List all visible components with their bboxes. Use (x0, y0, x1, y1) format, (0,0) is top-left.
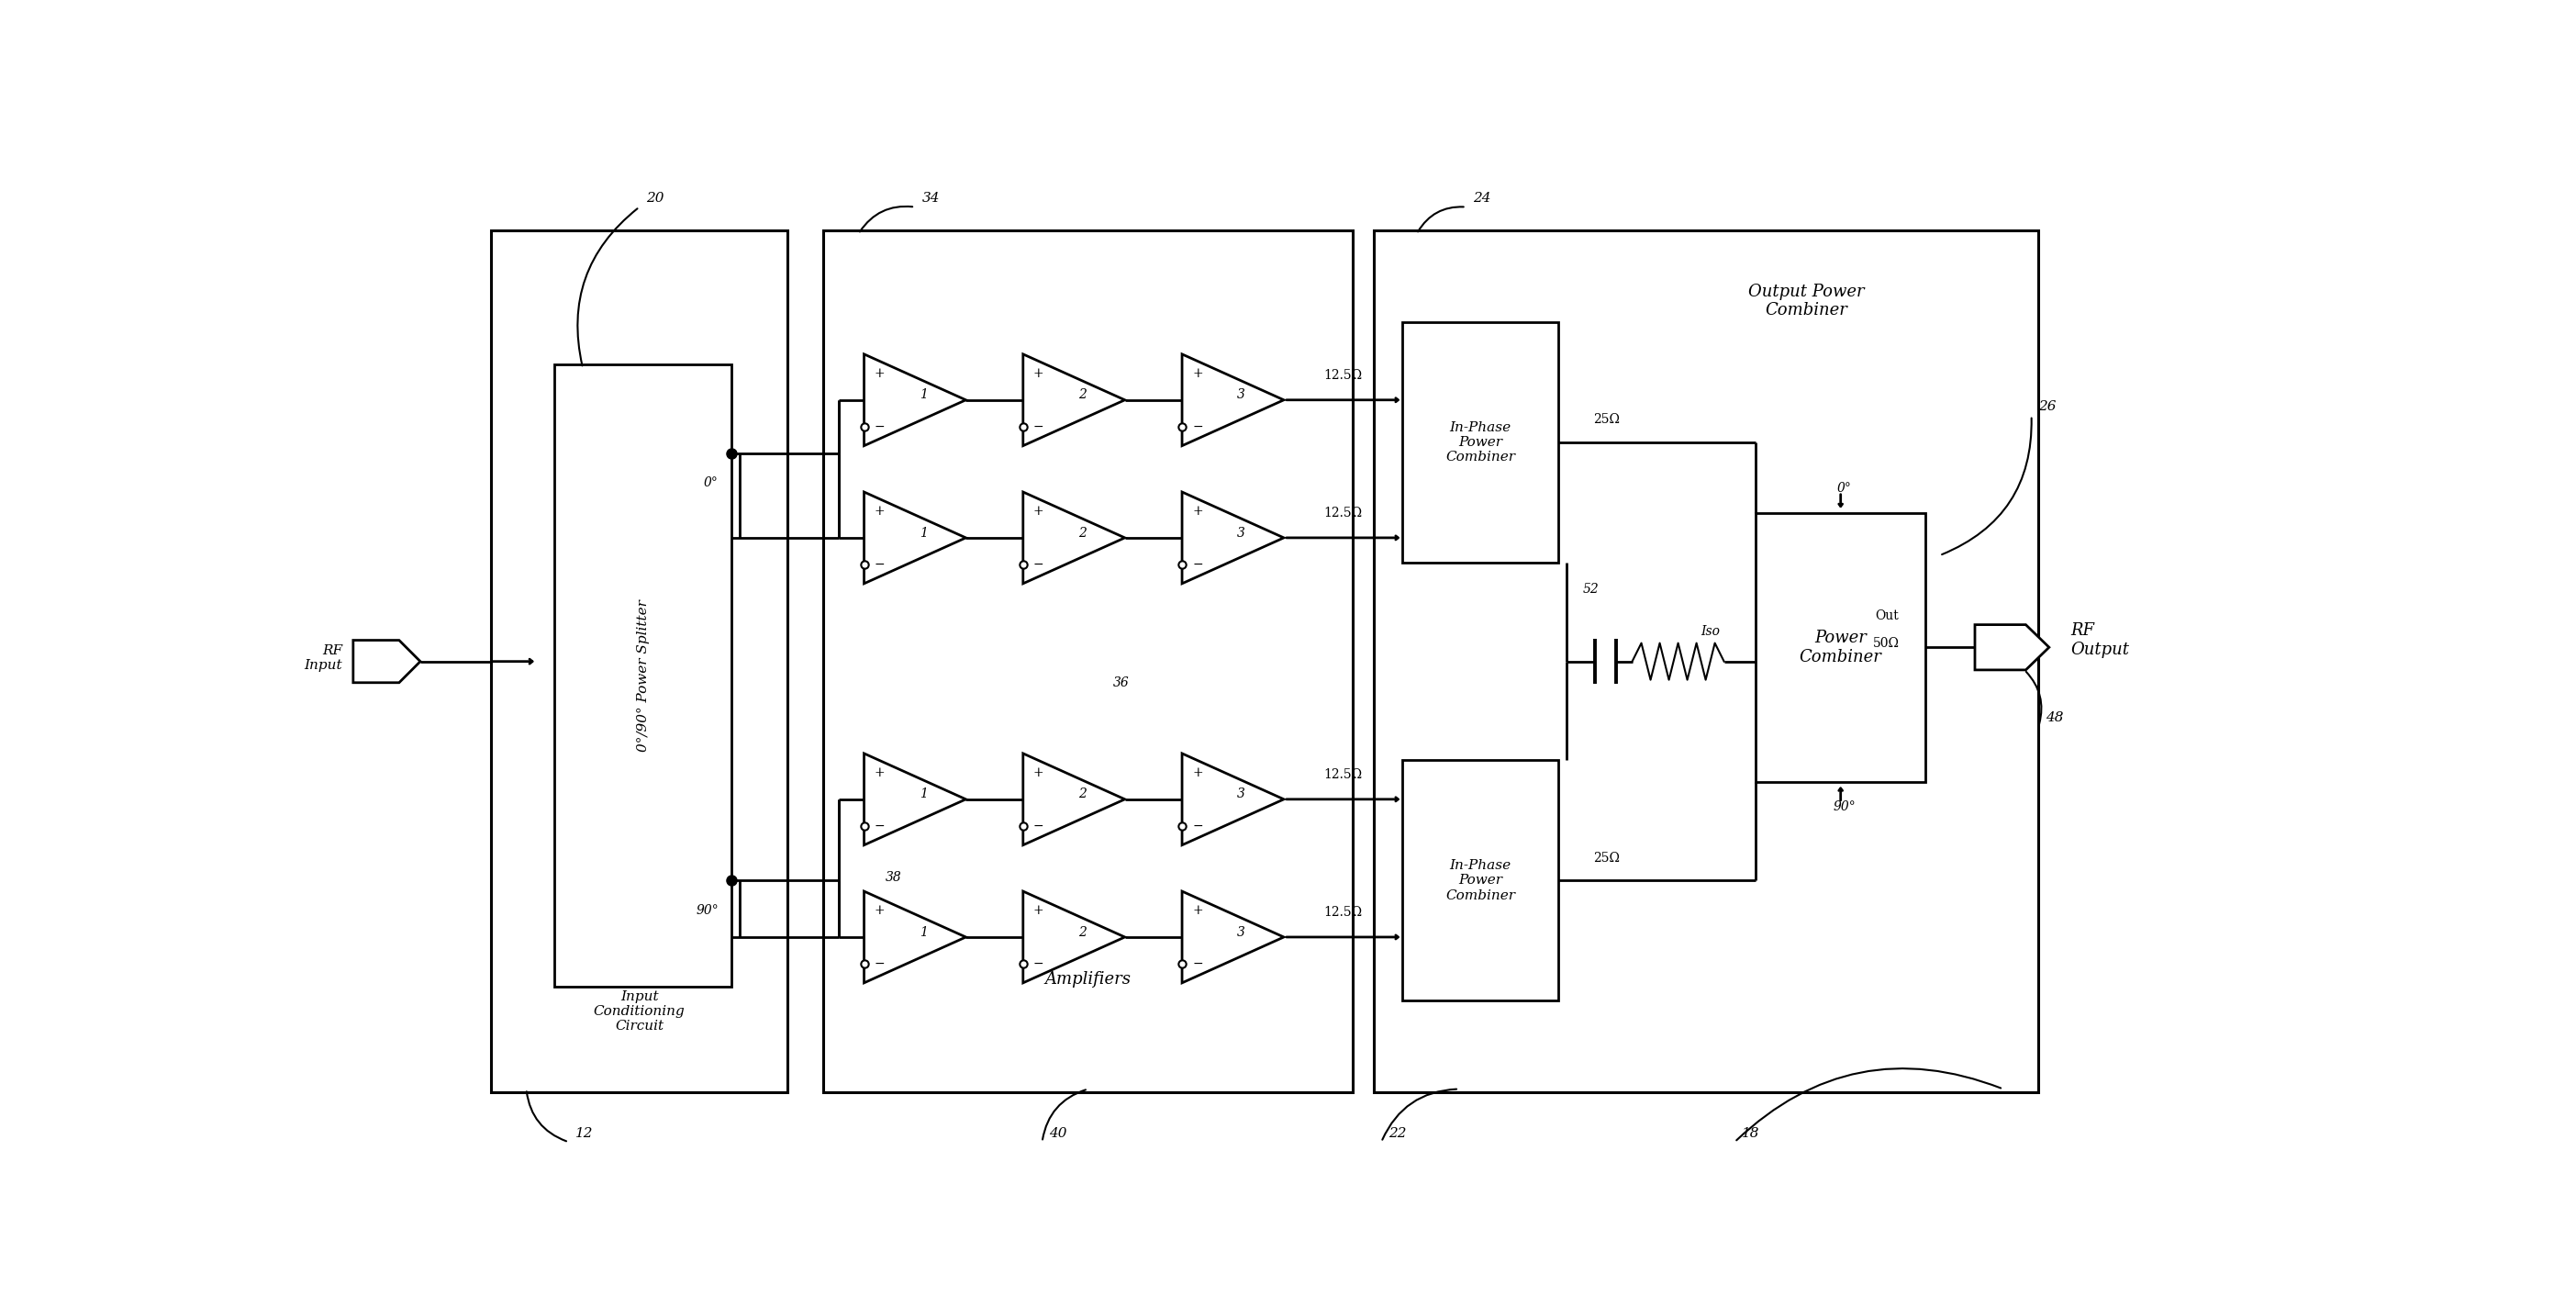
Bar (1401, 323, 1558, 562)
Text: 3: 3 (1236, 925, 1244, 938)
Text: RF
Output: RF Output (2071, 622, 2128, 657)
Polygon shape (1023, 891, 1126, 983)
Text: 48: 48 (2045, 711, 2063, 724)
Polygon shape (863, 891, 966, 983)
Text: Out: Out (1875, 609, 1899, 622)
Text: +: + (1193, 505, 1203, 518)
Text: 20: 20 (647, 192, 665, 205)
Text: −: − (873, 819, 886, 833)
Polygon shape (1023, 753, 1126, 846)
Text: −: − (1193, 420, 1203, 433)
Polygon shape (863, 491, 966, 583)
Polygon shape (1182, 354, 1283, 446)
Polygon shape (1023, 354, 1126, 446)
Text: −: − (1033, 420, 1043, 433)
Bar (1401, 761, 1558, 1001)
Text: +: + (1193, 904, 1203, 918)
Bar (492, 230, 788, 1093)
Text: Output Power
Combiner: Output Power Combiner (1749, 284, 1865, 319)
Text: 22: 22 (1388, 1127, 1406, 1140)
Text: 0°: 0° (1837, 482, 1852, 495)
Polygon shape (353, 640, 420, 682)
Text: +: + (1033, 367, 1043, 380)
Polygon shape (863, 753, 966, 846)
Text: 3: 3 (1236, 788, 1244, 801)
Text: −: − (873, 558, 886, 571)
Text: −: − (1033, 957, 1043, 970)
Text: 2: 2 (1079, 788, 1087, 801)
Text: 1: 1 (920, 925, 927, 938)
Text: −: − (1193, 957, 1203, 970)
Text: +: + (873, 766, 886, 779)
Polygon shape (1182, 891, 1283, 983)
Text: −: − (873, 420, 886, 433)
Text: +: + (873, 505, 886, 518)
Text: In-Phase
Power
Combiner: In-Phase Power Combiner (1445, 859, 1515, 902)
Text: 1: 1 (920, 527, 927, 540)
Text: 0°/90° Power Splitter: 0°/90° Power Splitter (636, 600, 649, 752)
Bar (1373, 230, 2038, 1093)
Text: −: − (1193, 819, 1203, 833)
Text: 12.5Ω: 12.5Ω (1324, 369, 1363, 382)
Text: 26: 26 (2038, 401, 2056, 413)
Text: −: − (1193, 558, 1203, 571)
Text: 90°: 90° (1832, 800, 1855, 813)
Polygon shape (1182, 753, 1283, 846)
Text: 1: 1 (920, 788, 927, 801)
Text: +: + (1193, 766, 1203, 779)
Text: Power
Combiner: Power Combiner (1801, 630, 1883, 665)
Polygon shape (1976, 625, 2048, 670)
Bar (824, 230, 1352, 1093)
Text: 36: 36 (1113, 676, 1128, 689)
Text: 25Ω: 25Ω (1595, 413, 1620, 426)
Text: 50Ω: 50Ω (1873, 638, 1901, 650)
Polygon shape (863, 354, 966, 446)
Text: 24: 24 (1473, 192, 1492, 205)
Text: 1: 1 (920, 388, 927, 401)
Bar (554, 365, 732, 987)
Text: Amplifiers: Amplifiers (1046, 971, 1131, 988)
Polygon shape (1023, 491, 1126, 583)
Text: +: + (1193, 367, 1203, 380)
Text: 12.5Ω: 12.5Ω (1324, 769, 1363, 782)
Text: −: − (873, 957, 886, 970)
Text: Iso: Iso (1700, 625, 1721, 638)
Text: −: − (1033, 819, 1043, 833)
Text: 38: 38 (886, 870, 902, 884)
Text: +: + (1033, 766, 1043, 779)
Text: +: + (1033, 904, 1043, 918)
Text: RF
Input: RF Input (304, 644, 343, 672)
Text: 12.5Ω: 12.5Ω (1324, 906, 1363, 919)
Text: +: + (873, 904, 886, 918)
Text: +: + (1033, 505, 1043, 518)
Text: 52: 52 (1584, 583, 1600, 596)
Text: 2: 2 (1079, 925, 1087, 938)
Text: 3: 3 (1236, 388, 1244, 401)
Text: 40: 40 (1048, 1127, 1066, 1140)
Text: 34: 34 (922, 192, 940, 205)
Text: 90°: 90° (696, 904, 719, 916)
Text: 2: 2 (1079, 388, 1087, 401)
Text: 25Ω: 25Ω (1595, 851, 1620, 864)
Text: 18: 18 (1741, 1127, 1759, 1140)
Bar (1757, 514, 1924, 782)
Text: 12.5Ω: 12.5Ω (1324, 507, 1363, 519)
Text: In-Phase
Power
Combiner: In-Phase Power Combiner (1445, 421, 1515, 464)
Text: 3: 3 (1236, 527, 1244, 540)
Text: 12: 12 (577, 1127, 592, 1140)
Text: −: − (1033, 558, 1043, 571)
Text: 2: 2 (1079, 527, 1087, 540)
Text: +: + (873, 367, 886, 380)
Polygon shape (1182, 491, 1283, 583)
Text: 0°: 0° (703, 476, 719, 489)
Text: Input
Conditioning
Circuit: Input Conditioning Circuit (592, 989, 685, 1033)
